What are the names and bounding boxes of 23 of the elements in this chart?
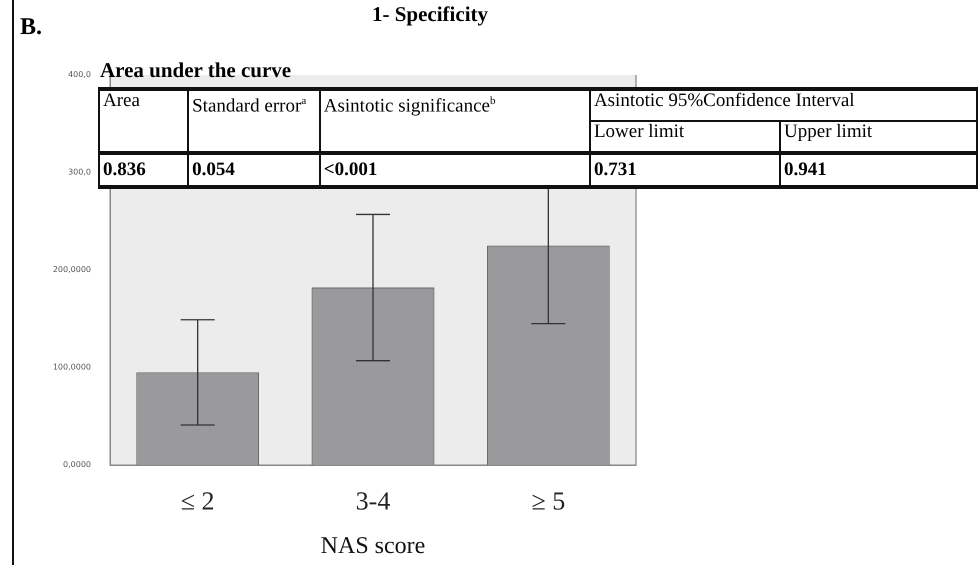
y-tick-label: 200,0000 (52, 265, 91, 274)
annotation: Standard error$^{a}$ (188, 89, 320, 153)
text: Upper limit (780, 121, 977, 153)
x-tick-label: 3-4 (356, 486, 390, 516)
annotation: 0.836 (99, 153, 188, 187)
x-axis-title: NAS score (320, 532, 426, 559)
annotation: Lower limit (590, 121, 780, 153)
annotation: 0.054 (188, 153, 320, 187)
annotation: <0.001 (320, 153, 590, 187)
chart-title: 1- Specificity (372, 2, 488, 26)
annotation: Asintotic significance$^{b}$ (320, 89, 590, 153)
x-tick-label: ≤ 2 (180, 486, 215, 516)
annotation: 0.731 (590, 153, 780, 187)
y-tick-label: 100,0000 (52, 362, 91, 372)
y-tick-label: 400,0 (68, 70, 91, 80)
annotation: Area under the curve (100, 58, 292, 83)
y-tick-label: 0,0000 (63, 460, 91, 470)
text: B. (20, 14, 42, 41)
annotation: Asintotic 95%Confidence Interval (590, 89, 977, 121)
annotation: Area (99, 89, 188, 153)
y-tick-label: 300,0 (68, 168, 91, 177)
text: 0.941 (780, 153, 977, 187)
x-tick-label: ≥ 5 (531, 486, 566, 516)
